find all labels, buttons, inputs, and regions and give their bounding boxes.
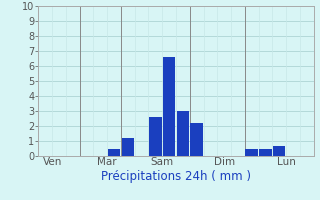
Bar [245, 148, 258, 156]
Bar [122, 138, 134, 156]
Bar [259, 148, 272, 156]
Bar [177, 111, 189, 156]
Bar [163, 57, 175, 156]
X-axis label: Précipitations 24h ( mm ): Précipitations 24h ( mm ) [101, 170, 251, 183]
Bar [273, 146, 285, 156]
Bar [108, 148, 120, 156]
Bar [190, 123, 203, 156]
Bar [149, 117, 162, 156]
